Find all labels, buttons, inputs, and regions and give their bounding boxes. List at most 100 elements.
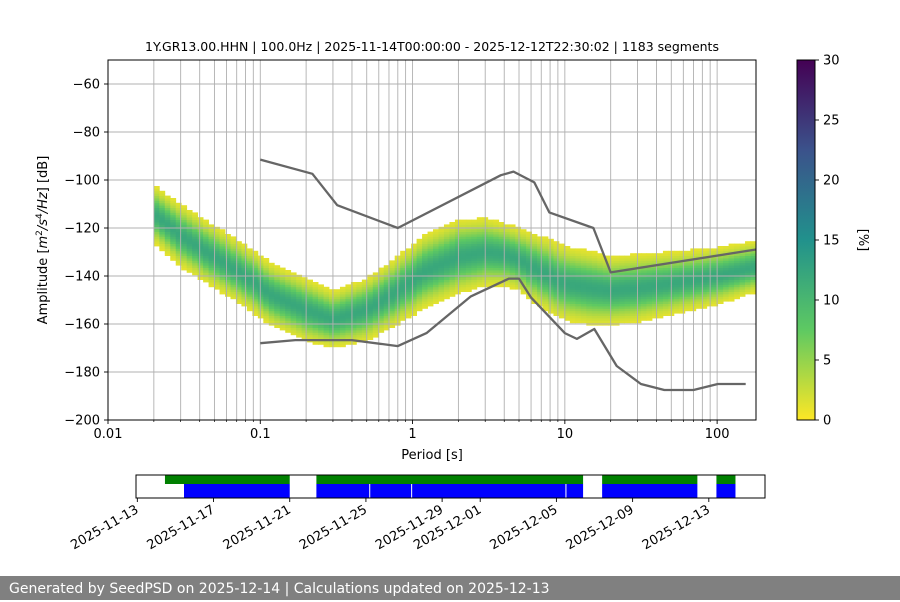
- heatmap-cell: [613, 258, 620, 261]
- heatmap-cell: [558, 246, 565, 249]
- heatmap-cell: [186, 224, 193, 228]
- heatmap-cell: [542, 238, 549, 242]
- heatmap-cell: [372, 277, 379, 280]
- heatmap-cell: [378, 294, 385, 297]
- heatmap-cell: [246, 267, 253, 271]
- heatmap-cell: [553, 250, 560, 254]
- heatmap-cell: [438, 234, 445, 237]
- heatmap-cell: [230, 284, 237, 288]
- heatmap-cell: [701, 282, 708, 285]
- heatmap-cell: [564, 301, 571, 304]
- heatmap-cell: [301, 284, 308, 288]
- heatmap-cell: [252, 284, 259, 288]
- heatmap-cell: [312, 301, 319, 304]
- heatmap-cell: [345, 320, 352, 324]
- heatmap-cell: [537, 243, 543, 247]
- heatmap-cell: [345, 308, 352, 312]
- heatmap-cell: [591, 296, 598, 300]
- heatmap-cell: [263, 298, 270, 302]
- heatmap-cell: [257, 265, 264, 268]
- heatmap-cell: [208, 262, 215, 266]
- heatmap-cell: [646, 255, 653, 259]
- heatmap-cell: [673, 289, 680, 292]
- heatmap-cell: [547, 306, 554, 309]
- heatmap-cell: [509, 279, 516, 283]
- heatmap-cell: [613, 315, 620, 319]
- heatmap-cell: [537, 248, 543, 252]
- heatmap-cell: [449, 294, 456, 297]
- availability-bars: [164, 475, 736, 498]
- heatmap-cell: [520, 243, 527, 247]
- heatmap-cell: [192, 248, 199, 252]
- heatmap-cell: [301, 296, 308, 300]
- heatmap-cell: [274, 298, 281, 302]
- heatmap-cell: [498, 277, 505, 280]
- heatmap-cell: [389, 277, 396, 280]
- heatmap-cell: [214, 229, 220, 232]
- heatmap-cell: [734, 258, 740, 261]
- heatmap-cell: [433, 289, 439, 292]
- heatmap-cell: [230, 291, 237, 295]
- heatmap-cell: [197, 243, 204, 247]
- heatmap-cell: [290, 308, 297, 312]
- heatmap-cell: [476, 267, 483, 271]
- heatmap-cell: [619, 291, 626, 295]
- heatmap-cell: [197, 219, 204, 223]
- heatmap-cell: [745, 265, 751, 268]
- heatmap-cell: [493, 277, 500, 280]
- heatmap-cell: [471, 282, 478, 285]
- heatmap-cell: [520, 253, 527, 256]
- heatmap-cell: [225, 238, 231, 242]
- heatmap-cell: [564, 310, 571, 314]
- heatmap-cell: [235, 265, 242, 268]
- heatmap-cell: [263, 289, 270, 292]
- heatmap-cell: [164, 246, 171, 249]
- colorbar-tick-label: 0: [823, 414, 831, 429]
- heatmap-cell: [279, 277, 286, 280]
- heatmap-cell: [580, 262, 587, 266]
- heatmap-cell: [745, 267, 751, 271]
- heatmap-cell: [487, 282, 494, 285]
- heatmap-cell: [192, 241, 199, 244]
- heatmap-cell: [580, 282, 587, 285]
- heatmap-cell: [586, 267, 593, 271]
- heatmap-cell: [723, 262, 730, 266]
- heatmap-cell: [734, 270, 740, 273]
- heatmap-cell: [208, 272, 215, 276]
- heatmap-cell: [547, 296, 554, 300]
- heatmap-cell: [181, 217, 188, 220]
- heatmap-cell: [493, 265, 500, 268]
- heatmap-cell: [646, 260, 653, 264]
- heatmap-cell: [263, 313, 270, 316]
- heatmap-cell: [383, 272, 390, 276]
- y-axis-label-suffix: ] [dB]: [36, 156, 51, 193]
- heatmap-cell: [723, 277, 730, 280]
- heatmap-cell: [586, 296, 593, 300]
- heatmap-cell: [312, 289, 319, 292]
- heatmap-cell: [547, 298, 554, 302]
- heatmap-cell: [569, 301, 576, 304]
- heatmap-cell: [471, 219, 478, 223]
- heatmap-cell: [225, 234, 231, 237]
- heatmap-cell: [454, 243, 461, 247]
- heatmap-cell: [526, 289, 532, 292]
- heatmap-cell: [537, 246, 543, 249]
- heatmap-cell: [389, 303, 396, 307]
- heatmap-cell: [219, 289, 226, 292]
- heatmap-cell: [569, 286, 576, 290]
- heatmap-cell: [476, 234, 483, 237]
- heatmap-cell: [597, 258, 604, 261]
- heatmap-cell: [438, 231, 445, 235]
- heatmap-cell: [630, 255, 636, 259]
- heatmap-cell: [219, 248, 226, 252]
- heatmap-cell: [619, 318, 626, 321]
- heatmap-cell: [591, 313, 598, 316]
- heatmap-cell: [411, 294, 417, 297]
- heatmap-cell: [378, 320, 385, 324]
- heatmap-cell: [575, 267, 582, 271]
- heatmap-cell: [641, 260, 647, 264]
- heatmap-cell: [252, 267, 259, 271]
- heatmap-cell: [553, 301, 560, 304]
- heatmap-cell: [350, 315, 357, 319]
- heatmap-cell: [334, 320, 341, 324]
